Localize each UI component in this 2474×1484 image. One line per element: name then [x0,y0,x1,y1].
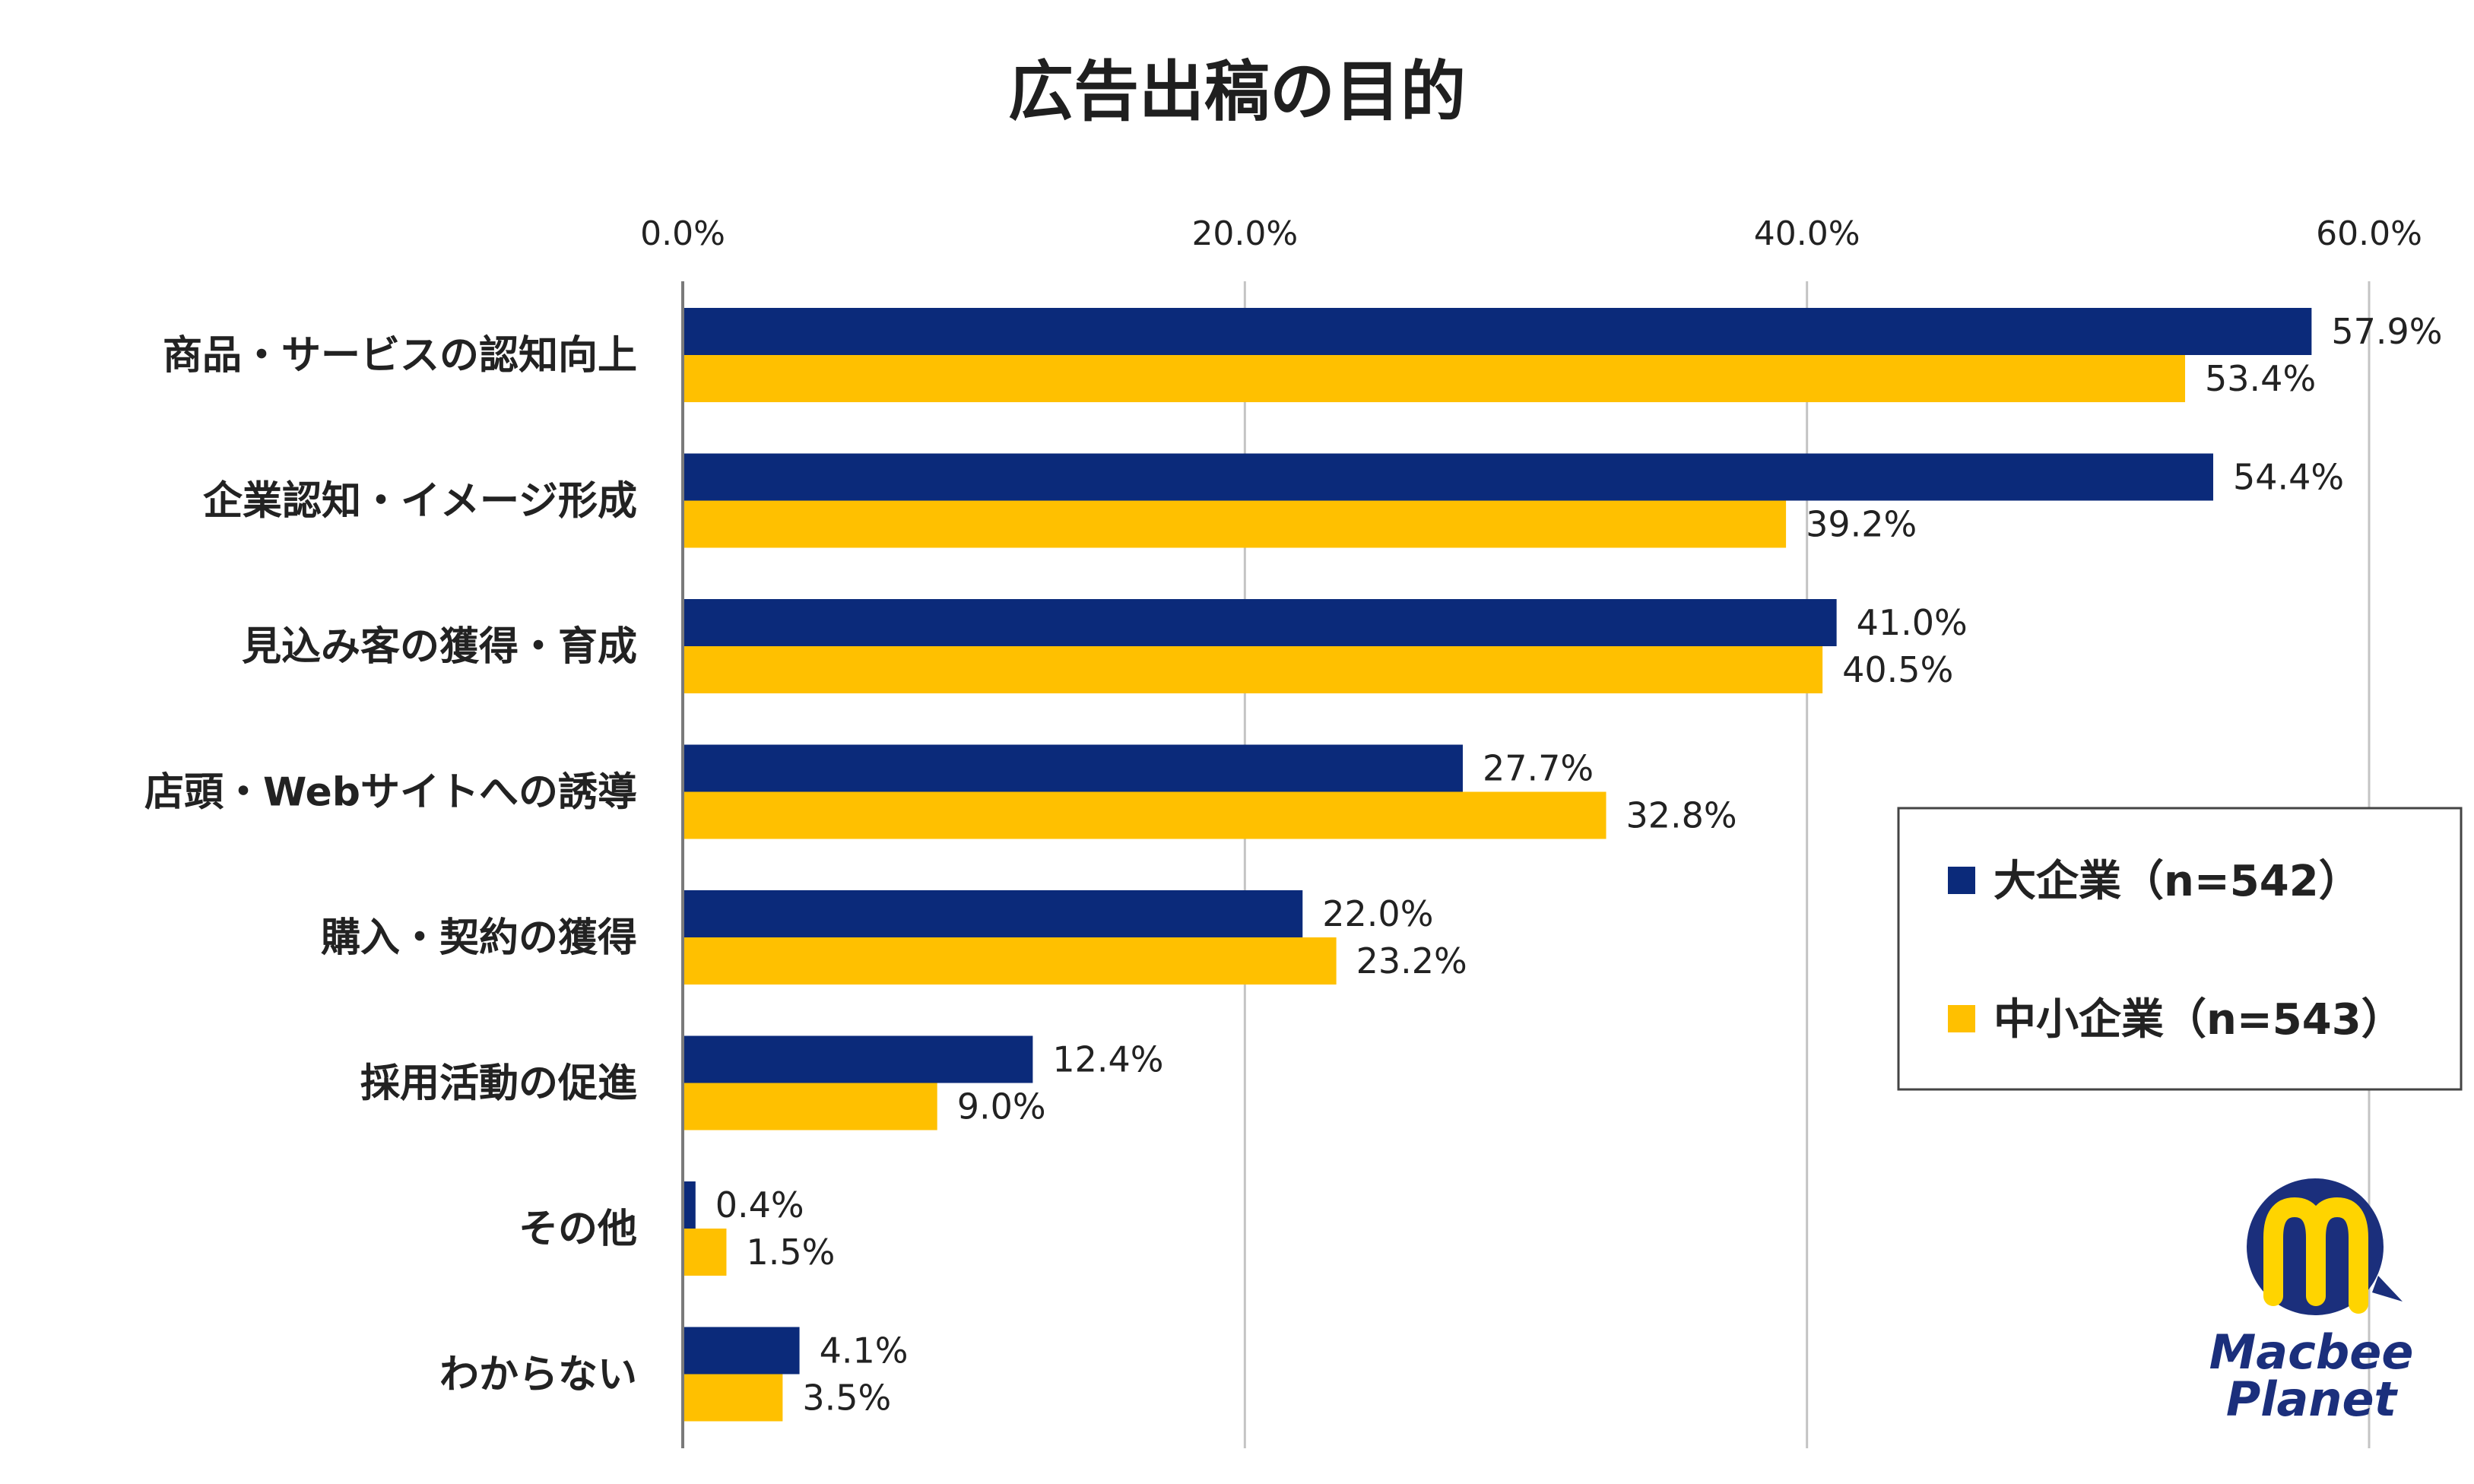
category-label: その他 [519,1207,637,1252]
bar-large-enterprise [684,890,1303,937]
data-label: 40.5% [1842,649,1953,690]
x-tick-label: 0.0% [640,214,725,253]
data-label: 4.1% [820,1330,909,1371]
data-label: 23.2% [1356,940,1467,981]
logo-text-line2: Planet [2226,1371,2399,1427]
category-label: 採用活動の促進 [360,1061,637,1107]
data-label: 32.8% [1626,795,1737,836]
bar-large-enterprise [684,599,1837,646]
logo-tail-icon [2372,1276,2403,1302]
data-label: 41.0% [1857,602,1968,643]
legend: 大企業（n=542） 中小企業（n=543） [1897,807,2463,1091]
legend-box [1897,807,2463,1091]
data-label: 57.9% [2331,311,2442,352]
bar-large-enterprise [684,1327,800,1375]
bar-sme [684,500,1787,548]
legend-label: 中小企業（n=543） [1993,995,2404,1045]
bar-large-enterprise [684,1035,1033,1083]
chart-title: 広告出稿の目的 [1008,54,1466,130]
data-label: 0.4% [715,1184,804,1226]
logo-m-icon [2263,1197,2368,1314]
category-label: わからない [439,1352,637,1398]
x-tick-label: 20.0% [1191,214,1298,253]
category-label: 店頭・Webサイトへの誘導 [144,770,637,816]
data-label: 54.4% [2233,457,2344,498]
bar-sme [684,1374,783,1422]
data-label: 39.2% [1806,504,1917,545]
legend-swatch [1948,1005,1975,1032]
bar-sme [684,355,2186,402]
bar-sme [684,937,1337,985]
bar-sme [684,791,1607,839]
legend-label: 大企業（n=542） [1993,857,2361,906]
data-label: 22.0% [1322,893,1433,934]
data-label: 1.5% [746,1232,835,1273]
bar-sme [684,646,1823,693]
bar-large-enterprise [684,308,2312,355]
bar-large-enterprise [684,453,2213,501]
category-label: 見込み客の獲得・育成 [242,624,637,670]
bar-sme [684,1229,727,1276]
data-label: 9.0% [957,1086,1046,1127]
x-tick-label: 60.0% [2316,214,2422,253]
logo-text-line1: Macbee [2209,1324,2414,1380]
bar-large-enterprise [684,744,1463,792]
data-label: 27.7% [1483,748,1594,789]
data-label: 12.4% [1052,1039,1163,1080]
bar-sme [684,1083,937,1130]
category-label: 商品・サービスの認知向上 [163,333,637,379]
x-tick-label: 40.0% [1754,214,1860,253]
data-label: 3.5% [802,1378,891,1419]
data-label: 53.4% [2205,358,2316,399]
category-label: 購入・契約の獲得 [321,915,637,961]
macbee-planet-logo: Macbee Planet [2209,1178,2414,1427]
legend-swatch [1948,867,1975,894]
category-label: 企業認知・イメージ形成 [203,479,637,525]
bar-large-enterprise [684,1181,696,1229]
